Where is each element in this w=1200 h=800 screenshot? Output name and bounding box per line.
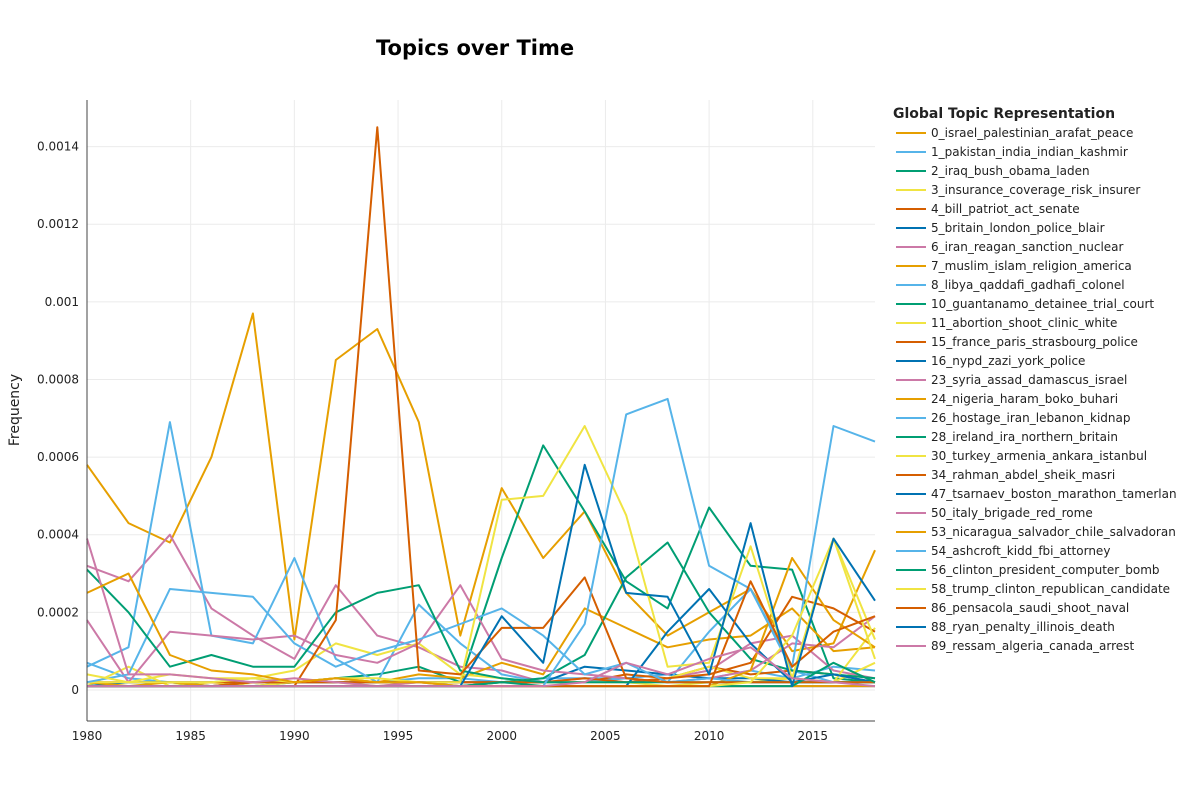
legend-label: 16_nypd_zazi_york_police <box>931 354 1085 368</box>
x-tick-label: 1990 <box>279 729 310 743</box>
legend-label: 2_iraq_bush_obama_laden <box>931 164 1090 178</box>
y-tick-label: 0.0004 <box>37 528 79 542</box>
legend-label: 5_britain_london_police_blair <box>931 221 1105 235</box>
legend-item[interactable]: 6_iran_reagan_sanction_nuclear <box>896 240 1124 254</box>
legend-label: 56_clinton_president_computer_bomb <box>931 563 1160 577</box>
legend-item[interactable]: 3_insurance_coverage_risk_insurer <box>896 183 1140 197</box>
legend-label: 54_ashcroft_kidd_fbi_attorney <box>931 544 1110 558</box>
legend-item[interactable]: 5_britain_london_police_blair <box>896 221 1105 235</box>
series-line-30[interactable] <box>86 425 876 684</box>
legend-item[interactable]: 15_france_paris_strasbourg_police <box>896 335 1138 349</box>
chart-title: Topics over Time <box>376 36 574 60</box>
legend-item[interactable]: 28_ireland_ira_northern_britain <box>896 430 1118 444</box>
legend-item[interactable]: 24_nigeria_haram_boko_buhari <box>896 392 1118 406</box>
legend-item[interactable]: 89_ressam_algeria_canada_arrest <box>896 639 1134 653</box>
x-tick-label: 2000 <box>486 729 517 743</box>
y-tick-label: 0.0012 <box>37 217 79 231</box>
legend-item[interactable]: 1_pakistan_india_indian_kashmir <box>896 145 1128 159</box>
series-line-89[interactable] <box>87 646 876 688</box>
y-axis-ticks: 0 0.0002 0.0004 0.0006 0.0008 0.001 0.0012 0.00… <box>37 140 79 697</box>
y-axis-title: Frequency <box>7 374 23 446</box>
legend-label: 0_israel_palestinian_arafat_peace <box>931 126 1133 140</box>
legend-item[interactable]: 8_libya_qaddafi_gadhafi_colonel <box>896 278 1125 292</box>
legend-label: 89_ressam_algeria_canada_arrest <box>931 639 1134 653</box>
legend-item[interactable]: 56_clinton_president_computer_bomb <box>896 563 1160 577</box>
legend-label: 15_france_paris_strasbourg_police <box>931 335 1138 349</box>
x-axis-ticks: 1980 1985 1990 1995 2000 2005 2010 2015 <box>72 729 828 743</box>
legend-item[interactable]: 34_rahman_abdel_sheik_masri <box>896 468 1115 482</box>
series-line-6[interactable] <box>86 533 876 684</box>
y-tick-label: 0.0014 <box>37 140 79 154</box>
axes <box>86 100 875 722</box>
legend-title: Global Topic Representation <box>893 106 1115 122</box>
legend-label: 10_guantanamo_detainee_trial_court <box>931 297 1154 311</box>
legend-label: 28_ireland_ira_northern_britain <box>931 430 1118 444</box>
x-tick-label: 2015 <box>798 729 829 743</box>
legend-label: 34_rahman_abdel_sheik_masri <box>931 468 1115 482</box>
x-tick-label: 1980 <box>72 729 103 743</box>
legend-item[interactable]: 11_abortion_shoot_clinic_white <box>896 316 1117 330</box>
legend-item[interactable]: 16_nypd_zazi_york_police <box>896 354 1085 368</box>
legend-label: 7_muslim_islam_religion_america <box>931 259 1132 273</box>
legend-label: 24_nigeria_haram_boko_buhari <box>931 392 1118 406</box>
legend-label: 86_pensacola_saudi_shoot_naval <box>931 601 1129 615</box>
legend-label: 4_bill_patriot_act_senate <box>931 202 1080 216</box>
x-tick-label: 2010 <box>694 729 725 743</box>
legend-label: 30_turkey_armenia_ankara_istanbul <box>931 449 1147 463</box>
x-tick-label: 2005 <box>590 729 621 743</box>
legend-item[interactable]: 86_pensacola_saudi_shoot_naval <box>896 601 1129 615</box>
legend-item[interactable]: 53_nicaragua_salvador_chile_salvadoran <box>896 525 1176 539</box>
legend-item[interactable]: 88_ryan_penalty_illinois_death <box>896 620 1115 634</box>
x-tick-label: 1985 <box>175 729 206 743</box>
legend-label: 23_syria_assad_damascus_israel <box>931 373 1127 387</box>
legend-label: 8_libya_qaddafi_gadhafi_colonel <box>931 278 1125 292</box>
legend-label: 88_ryan_penalty_illinois_death <box>931 620 1115 634</box>
grid <box>86 100 875 721</box>
legend-item[interactable]: 10_guantanamo_detainee_trial_court <box>896 297 1154 311</box>
legend-item[interactable]: 54_ashcroft_kidd_fbi_attorney <box>896 544 1110 558</box>
y-tick-label: 0.0008 <box>37 372 79 386</box>
legend-item[interactable]: 23_syria_assad_damascus_israel <box>896 373 1127 387</box>
legend-label: 11_abortion_shoot_clinic_white <box>931 316 1117 330</box>
legend-label: 6_iran_reagan_sanction_nuclear <box>931 240 1124 254</box>
y-tick-label: 0.0006 <box>37 450 79 464</box>
legend-label: 47_tsarnaev_boston_marathon_tamerlan <box>931 487 1177 501</box>
legend-item[interactable]: 2_iraq_bush_obama_laden <box>896 164 1090 178</box>
legend-item[interactable]: 26_hostage_iran_lebanon_kidnap <box>896 411 1130 425</box>
y-tick-label: 0.0002 <box>37 605 79 619</box>
plot-area <box>86 126 876 688</box>
series-line-11[interactable] <box>87 627 876 684</box>
legend-label: 3_insurance_coverage_risk_insurer <box>931 183 1140 197</box>
legend[interactable]: 0_israel_palestinian_arafat_peace 1_pakis… <box>896 126 1177 653</box>
y-tick-label: 0.001 <box>45 295 79 309</box>
legend-item[interactable]: 47_tsarnaev_boston_marathon_tamerlan <box>896 487 1177 501</box>
legend-item[interactable]: 4_bill_patriot_act_senate <box>896 202 1080 216</box>
legend-label: 53_nicaragua_salvador_chile_salvadoran <box>931 525 1176 539</box>
x-tick-label: 1995 <box>383 729 414 743</box>
legend-item[interactable]: 58_trump_clinton_republican_candidate <box>896 582 1170 596</box>
series-line-0[interactable] <box>86 312 876 653</box>
legend-item[interactable]: 50_italy_brigade_red_rome <box>896 506 1093 520</box>
legend-label: 58_trump_clinton_republican_candidate <box>931 582 1170 596</box>
legend-item[interactable]: 7_muslim_islam_religion_america <box>896 259 1132 273</box>
legend-label: 50_italy_brigade_red_rome <box>931 506 1093 520</box>
y-tick-label: 0 <box>71 683 79 697</box>
legend-label: 1_pakistan_india_indian_kashmir <box>931 145 1128 159</box>
legend-item[interactable]: 0_israel_palestinian_arafat_peace <box>896 126 1133 140</box>
legend-item[interactable]: 30_turkey_armenia_ankara_istanbul <box>896 449 1147 463</box>
series-line-23[interactable] <box>86 584 876 684</box>
legend-label: 26_hostage_iran_lebanon_kidnap <box>931 411 1130 425</box>
